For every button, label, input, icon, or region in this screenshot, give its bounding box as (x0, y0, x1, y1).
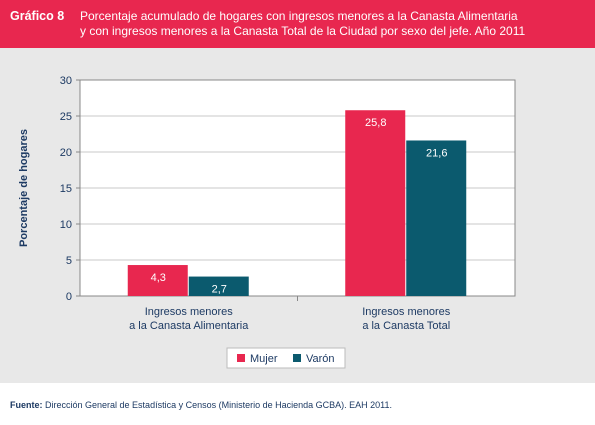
bar-chart: 0 5 10 15 20 25 30 Porcentaje de hogares 4,3 2,7 I… (18, 75, 516, 369)
bar (406, 140, 467, 296)
chart-title: Porcentaje acumulado de hogares con ingr… (80, 9, 590, 39)
bar-value-label: 2,7 (212, 284, 227, 296)
chart-title-line-1: Porcentaje acumulado de hogares con ingr… (80, 9, 518, 23)
y-tick-label: 30 (60, 75, 72, 87)
y-tick-label: 0 (66, 291, 72, 303)
bar-value-label: 25,8 (365, 117, 386, 129)
chart-panel: 0 5 10 15 20 25 30 Porcentaje de hogares 4,3 2,7 I… (0, 48, 595, 383)
bar (127, 265, 188, 296)
x-category-label: Ingresos menores (145, 306, 234, 318)
y-tick-label: 20 (60, 147, 72, 159)
y-tick-label: 15 (60, 183, 72, 195)
legend-label: Mujer (250, 353, 278, 365)
source-prefix: Fuente: (10, 400, 43, 410)
chart-title-line-2: y con ingresos menores a la Canasta Tota… (80, 24, 526, 38)
source-note: Fuente: Dirección General de Estadística… (10, 400, 392, 410)
bar (188, 276, 249, 296)
y-tick-label: 5 (66, 255, 72, 267)
x-category-label: a la Canasta Alimentaria (129, 320, 249, 332)
y-axis-label: Porcentaje de hogares (18, 129, 30, 247)
x-category-label: a la Canasta Total (362, 320, 450, 332)
x-category-label: Ingresos menores (362, 306, 451, 318)
figure-label: Gráfico 8 (10, 9, 65, 23)
legend-label: Varón (306, 353, 335, 365)
legend-swatch (293, 354, 301, 362)
chart-header: Gráfico 8 Porcentaje acumulado de hogare… (0, 0, 595, 48)
legend-box (226, 347, 346, 369)
bar-value-label: 21,6 (426, 147, 447, 159)
legend-swatch (237, 354, 245, 362)
y-tick-label: 25 (60, 111, 72, 123)
bar (345, 110, 406, 296)
y-tick-label: 10 (60, 219, 72, 231)
bar-value-label: 4,3 (151, 272, 166, 284)
source-text: Dirección General de Estadística y Censo… (45, 400, 393, 410)
